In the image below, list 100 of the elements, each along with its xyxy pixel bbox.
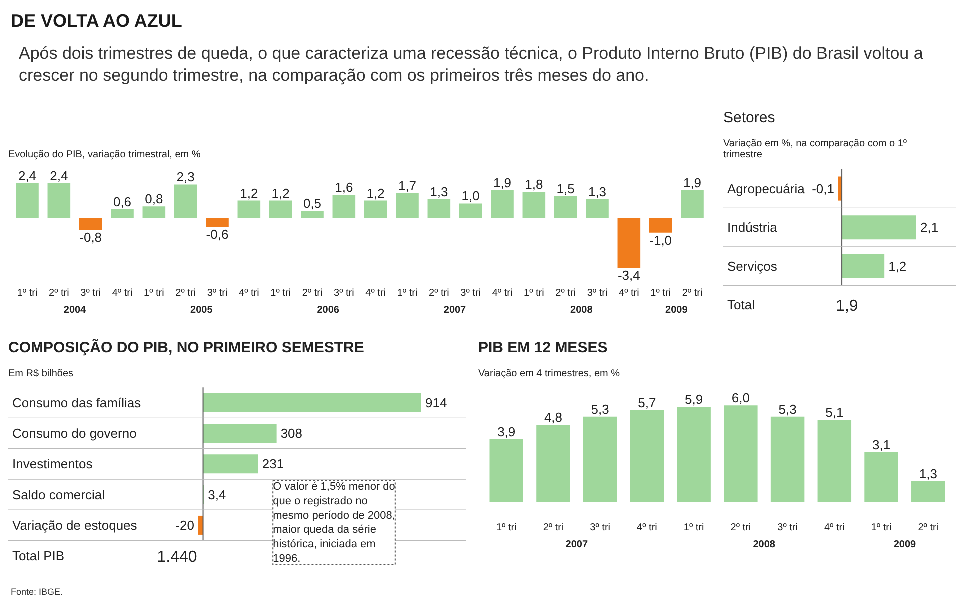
data-label: 1,5 bbox=[556, 181, 575, 196]
data-label: 1,2 bbox=[240, 186, 258, 201]
data-label: 0,5 bbox=[303, 196, 322, 212]
chart-title: COMPOSIÇÃO DO PIB, NO PRIMEIRO SEMESTRE bbox=[8, 338, 364, 356]
text: Total bbox=[728, 298, 756, 313]
x-tick-label: 1º tri bbox=[871, 522, 892, 534]
chart-subtitle: Variação em 4 trimestres, em % bbox=[478, 368, 620, 380]
data-label: 1,6 bbox=[335, 180, 354, 195]
data-label: 1,9 bbox=[493, 176, 512, 191]
text: Em R$ bilhões bbox=[8, 368, 74, 380]
data-label: 1,9 bbox=[683, 176, 702, 191]
text: 2008 bbox=[570, 304, 594, 316]
x-tick-label: 1º tri bbox=[524, 288, 544, 299]
x-tick-label: 4º tri bbox=[619, 288, 640, 299]
x-tick-label: 1º tri bbox=[144, 288, 164, 299]
y-tick-label: Consumo das famílias bbox=[12, 395, 142, 410]
x-tick-label: 3º tri bbox=[207, 288, 228, 299]
text: 2009 bbox=[894, 540, 917, 551]
data-label: -0,1 bbox=[812, 181, 835, 196]
data-label: 1,8 bbox=[525, 177, 544, 192]
x-tick-label: 3º tri bbox=[590, 522, 611, 534]
x-tick-label: 1º tri bbox=[397, 288, 418, 299]
text: 2009 bbox=[666, 304, 688, 316]
data-label: 1,2 bbox=[366, 186, 385, 201]
x-tick-label: 4º tri bbox=[492, 288, 513, 299]
x-tick-label: 1º tri bbox=[496, 522, 517, 534]
chart-subtitle: Variação em %, na comparação com o 1º trimestre bbox=[724, 138, 908, 160]
x-tick-label: 1º tri bbox=[17, 288, 38, 299]
data-label: 0,6 bbox=[113, 194, 132, 210]
data-label: -1,0 bbox=[650, 232, 672, 248]
data-label: 3,4 bbox=[208, 487, 226, 502]
text: 2006 bbox=[317, 304, 340, 316]
chart-title: DE VOLTA AO AZUL bbox=[11, 10, 184, 33]
x-tick-label: 2º tri bbox=[682, 288, 703, 299]
y-tick-label: Investimentos bbox=[12, 456, 94, 472]
text: 2007 bbox=[444, 304, 467, 316]
data-label: 1,3 bbox=[430, 184, 448, 200]
y-tick-label: Consumo do governo bbox=[12, 426, 137, 442]
y-tick-label: Saldo comercial bbox=[12, 487, 106, 502]
data-label: 5,1 bbox=[826, 405, 844, 420]
text: 2008 bbox=[753, 540, 776, 551]
x-tick-label: 3º tri bbox=[587, 288, 608, 299]
data-label: 1,3 bbox=[588, 184, 607, 200]
y-tick-label: Serviços bbox=[728, 258, 778, 274]
text: Total PIB bbox=[12, 548, 65, 564]
data-label: -0,8 bbox=[80, 230, 102, 245]
text: 1,9 bbox=[836, 298, 858, 316]
x-tick-label: 2º tri bbox=[543, 522, 564, 534]
data-label: 2,3 bbox=[176, 170, 195, 185]
x-tick-label: 3º tri bbox=[80, 288, 101, 299]
data-label: 1,0 bbox=[462, 188, 480, 204]
data-label: 2,4 bbox=[50, 168, 68, 184]
data-label: 308 bbox=[280, 426, 303, 442]
text: 2005 bbox=[190, 304, 214, 316]
x-tick-label: 4º tri bbox=[824, 522, 845, 534]
x-tick-label: 1º tri bbox=[650, 288, 671, 299]
data-label: 231 bbox=[262, 456, 284, 472]
data-label: 5,7 bbox=[638, 395, 656, 410]
annotation: O valor é 1,5% menor do que o registrado no mesmo período de 2008, maior queda da série histórica, iniciada em 1996. bbox=[273, 481, 396, 566]
data-label: 5,3 bbox=[778, 402, 797, 417]
text: 1.440 bbox=[157, 549, 198, 566]
y-tick-label: Indústria bbox=[728, 220, 778, 236]
data-label: 6,0 bbox=[732, 390, 750, 406]
data-label: 5,3 bbox=[591, 402, 610, 417]
data-label: 5,9 bbox=[685, 392, 704, 408]
data-label: 4,8 bbox=[544, 410, 563, 425]
x-tick-label: 1º tri bbox=[270, 288, 291, 299]
data-label: 1,7 bbox=[398, 178, 417, 194]
y-tick-label: Agropecuária bbox=[728, 181, 806, 196]
text: 2007 bbox=[566, 540, 588, 551]
data-label: -20 bbox=[176, 518, 195, 533]
data-label: 1,2 bbox=[888, 258, 907, 274]
x-tick-label: 1º tri bbox=[684, 522, 704, 534]
y-tick-label: Variação de estoques bbox=[12, 518, 138, 533]
data-label: 1,2 bbox=[272, 186, 290, 201]
x-tick-label: 2º tri bbox=[730, 522, 752, 534]
data-label: 0,8 bbox=[145, 192, 164, 207]
y-axis-title: Evolução do PIB, variação trimestral, em % bbox=[8, 150, 201, 160]
data-label: 2,4 bbox=[18, 168, 37, 184]
x-tick-label: 4º tri bbox=[112, 288, 133, 299]
data-label: 2,1 bbox=[920, 220, 939, 236]
x-tick-label: 2º tri bbox=[176, 288, 196, 299]
x-tick-label: 4º tri bbox=[637, 522, 658, 534]
data-label: 3,1 bbox=[872, 437, 891, 452]
data-label: 3,9 bbox=[498, 424, 516, 440]
x-tick-label: 2º tri bbox=[918, 522, 939, 534]
chart-subtitle: Após dois trimestres de queda, o que caracteriza uma recessão técnica, o Produto Interno Bruto (PIB) do Brasil voltou a crescer no segundo trimestre, na comparação com os primeiros três meses do ano. bbox=[19, 42, 924, 87]
x-tick-label: 2º tri bbox=[49, 288, 70, 299]
x-tick-label: 2º tri bbox=[556, 288, 576, 299]
data-label: -0,6 bbox=[206, 227, 229, 242]
x-tick-label: 4º tri bbox=[366, 288, 386, 299]
x-tick-label: 3º tri bbox=[334, 288, 354, 299]
chart-title: Setores bbox=[724, 110, 776, 126]
x-tick-label: 2º tri bbox=[302, 288, 323, 299]
x-tick-label: 3º tri bbox=[460, 288, 481, 299]
text: 2004 bbox=[64, 304, 87, 316]
data-label: 1,3 bbox=[919, 466, 938, 482]
x-tick-label: 4º tri bbox=[239, 288, 260, 299]
data-label: -3,4 bbox=[618, 268, 640, 283]
x-tick-label: 3º tri bbox=[778, 522, 798, 534]
